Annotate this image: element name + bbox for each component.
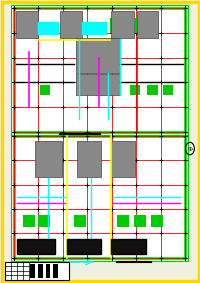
Bar <box>111 11 133 38</box>
Bar <box>38 264 42 278</box>
Bar <box>116 215 128 227</box>
Bar <box>5 262 69 280</box>
Bar <box>150 215 162 227</box>
Bar <box>30 264 35 278</box>
Bar <box>109 18 121 33</box>
Text: $\Phi$: $\Phi$ <box>186 145 192 153</box>
Bar <box>133 215 145 227</box>
Bar <box>75 74 119 95</box>
Bar <box>67 239 101 254</box>
Bar <box>38 215 50 227</box>
Bar <box>136 11 157 38</box>
Bar <box>60 11 82 38</box>
Bar <box>135 18 147 33</box>
Bar <box>14 136 184 258</box>
Bar <box>130 85 140 95</box>
Bar <box>14 8 184 132</box>
Bar <box>111 141 135 177</box>
Bar <box>11 132 187 261</box>
Bar <box>111 239 145 254</box>
Bar <box>45 264 50 278</box>
Bar <box>23 215 34 227</box>
Bar <box>74 215 85 227</box>
Bar <box>77 141 101 177</box>
Bar <box>11 5 187 135</box>
Bar <box>75 38 119 72</box>
Bar <box>40 85 50 95</box>
Bar <box>147 85 157 95</box>
Bar <box>162 85 172 95</box>
Bar <box>14 136 184 258</box>
Bar <box>38 22 58 34</box>
Bar <box>17 239 55 254</box>
Bar <box>82 85 92 95</box>
Bar <box>53 264 57 278</box>
Bar <box>82 22 106 34</box>
Bar <box>14 8 184 132</box>
Bar <box>16 11 38 38</box>
Bar <box>34 141 62 177</box>
